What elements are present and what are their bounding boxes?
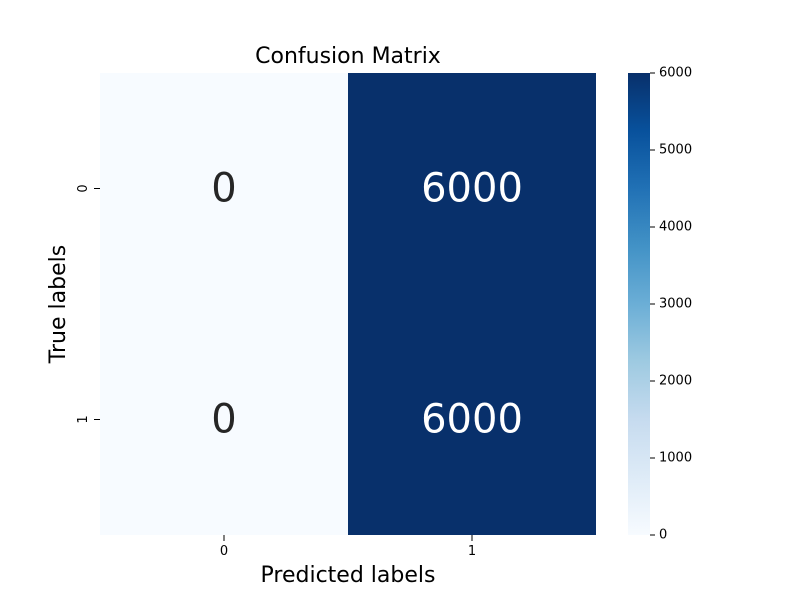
colorbar-tick-label: 2000 [659, 374, 692, 389]
x-axis-label: Predicted labels [261, 563, 436, 588]
colorbar-tick-label: 4000 [659, 220, 692, 235]
colorbar-tick-label: 1000 [659, 451, 692, 466]
colorbar-tick-label: 6000 [659, 66, 692, 81]
heatmap-cells: 0 6000 0 6000 [100, 73, 596, 535]
colorbar-tick-label: 0 [659, 528, 667, 543]
x-tick-label: 0 [220, 544, 228, 559]
heatmap-axes: 0 1 0 1 [76, 184, 476, 559]
cell-value-label-1-1: 6000 [421, 397, 523, 443]
cell-value-label-0-0: 0 [211, 166, 236, 212]
cell-value-label-1-0: 0 [211, 397, 236, 443]
heatmap-cell-0-0 [100, 73, 348, 304]
cell-value-label-0-1: 6000 [421, 166, 523, 212]
y-tick-label: 1 [76, 415, 91, 423]
colorbar-tick-label: 3000 [659, 297, 692, 312]
heatmap-cell-1-1 [348, 304, 596, 535]
x-tick-label: 1 [468, 544, 476, 559]
colorbar-ticks: 0 1000 2000 3000 4000 5000 6000 [650, 66, 692, 543]
y-axis-label: True labels [46, 245, 71, 364]
chart-title: Confusion Matrix [255, 44, 441, 69]
y-tick-label: 0 [76, 184, 91, 192]
heatmap-cell-1-0 [100, 304, 348, 535]
heatmap-cell-0-1 [348, 73, 596, 304]
colorbar-tick-label: 5000 [659, 143, 692, 158]
colorbar [628, 73, 650, 535]
